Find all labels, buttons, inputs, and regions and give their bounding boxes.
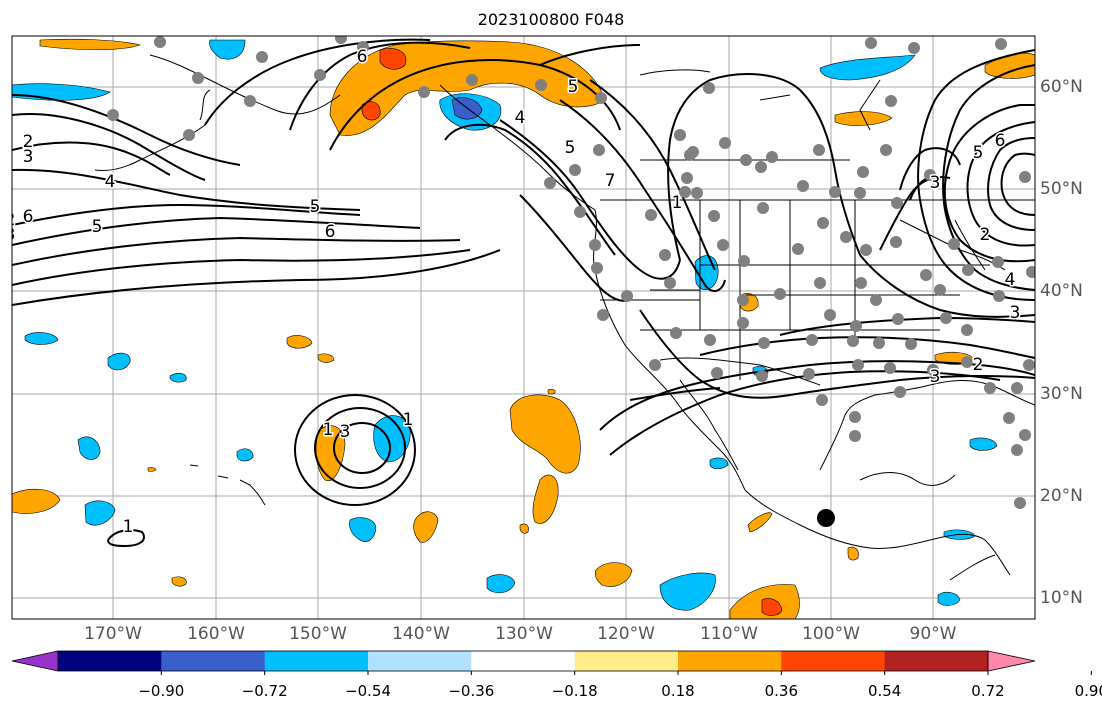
colorbar-segment xyxy=(678,651,782,671)
contour-label: 1 xyxy=(403,410,414,430)
contour-label: 6 xyxy=(995,131,1006,151)
contour-label: 6 xyxy=(23,207,34,227)
colorbar-tick-label: −0.72 xyxy=(241,682,288,700)
station-markers xyxy=(107,36,1035,509)
colorbar-extend-low xyxy=(11,650,59,672)
contour-label: 2 xyxy=(23,132,34,152)
lat-label: 30°N xyxy=(1040,384,1083,404)
colorbar-segment xyxy=(161,651,266,671)
contour-label: 6 xyxy=(325,222,336,242)
map-title: 2023100800 F048 xyxy=(477,10,625,29)
contour-label: 5 xyxy=(973,143,984,163)
contour-label: 4 xyxy=(105,172,116,192)
colorbar-tick-label: 0.36 xyxy=(764,682,799,700)
contour-label: 5 xyxy=(568,77,579,97)
lon-label: 90°W xyxy=(909,624,957,644)
colorbar-segment xyxy=(884,651,989,671)
contour-label: 1 xyxy=(672,193,683,213)
lon-label: 160°W xyxy=(187,624,245,644)
contour-label: 3 xyxy=(930,173,941,193)
lat-label: 10°N xyxy=(1040,588,1083,608)
lon-label: 170°W xyxy=(84,624,142,644)
colorbar xyxy=(11,650,1092,675)
lat-label: 50°N xyxy=(1040,179,1083,199)
contour-label: 3 xyxy=(23,147,34,167)
contour-label: 1 xyxy=(323,420,334,440)
colorbar-tick-label: 0.18 xyxy=(661,682,695,700)
lon-label: 130°W xyxy=(495,624,553,644)
lon-label: 100°W xyxy=(802,624,860,644)
contour-label: 3 xyxy=(930,367,941,387)
contour-label: 3 xyxy=(340,422,351,442)
colorbar-extend-high xyxy=(987,650,1036,672)
lon-label: 120°W xyxy=(597,624,655,644)
colorbar-segment xyxy=(781,651,886,671)
highlight-marker xyxy=(817,509,835,527)
lon-label: 110°W xyxy=(700,624,758,644)
contour-label: 6 xyxy=(357,47,368,67)
colorbar-border xyxy=(57,650,989,672)
contour-label: 5 xyxy=(565,138,576,158)
contour-label: 4 xyxy=(515,108,526,128)
contour-lines xyxy=(12,38,1035,548)
lon-label: 140°W xyxy=(392,624,450,644)
lon-label: 150°W xyxy=(289,624,347,644)
colorbar-tick-label: 0.54 xyxy=(867,682,902,700)
colorbar-segment xyxy=(264,651,369,671)
colorbar-tick-label: −0.18 xyxy=(551,682,598,700)
contour-label: 5 xyxy=(92,217,103,237)
contour-label: 7 xyxy=(605,171,616,191)
lat-label: 20°N xyxy=(1040,486,1083,506)
map-frame xyxy=(11,35,1036,620)
colorbar-tick-label: 0.90 xyxy=(1074,682,1102,700)
lat-label: 40°N xyxy=(1040,281,1083,301)
colorbar-segment xyxy=(368,651,472,671)
contour-label: 3 xyxy=(5,225,16,245)
contour-label: 4 xyxy=(1005,270,1016,290)
colorbar-segment xyxy=(574,651,679,671)
colorbar-tick-label: −0.90 xyxy=(138,682,185,700)
contour-label: 2 xyxy=(5,210,16,230)
lat-label: 60°N xyxy=(1040,77,1083,97)
colorbar-tick-label: −0.36 xyxy=(448,682,495,700)
contour-label: 2 xyxy=(973,355,984,375)
contour-label: 2 xyxy=(980,225,991,245)
contour-label: 3 xyxy=(1010,303,1021,323)
colorbar-segment xyxy=(471,651,576,671)
colorbar-tick-label: −0.54 xyxy=(345,682,391,700)
contour-label: 5 xyxy=(310,197,321,217)
colorbar-segment xyxy=(58,651,162,671)
colorbar-tick-label: 0.72 xyxy=(971,682,1005,700)
contour-label: 1 xyxy=(123,517,134,537)
